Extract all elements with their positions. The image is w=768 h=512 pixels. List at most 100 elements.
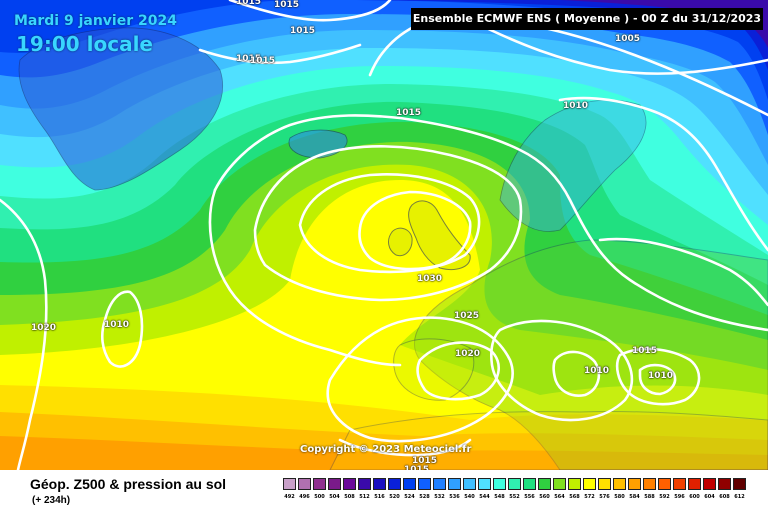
legend-swatch	[508, 478, 521, 490]
legend-value: 584	[629, 494, 640, 500]
legend-swatch	[658, 478, 671, 490]
legend-swatch	[493, 478, 506, 490]
isobar-line	[228, 0, 392, 22]
isobar-line	[638, 363, 677, 396]
isobar-label: 1015	[632, 346, 658, 356]
forecast-time: 19:00 locale	[16, 32, 153, 56]
isobar-label: 1005	[615, 34, 641, 44]
isobar-label: 1015	[396, 108, 422, 118]
isobar-line	[213, 114, 768, 332]
isobar-line	[489, 319, 634, 422]
legend-value: 592	[659, 494, 670, 500]
isobar-label: 1015	[250, 56, 276, 66]
legend-swatch	[343, 478, 356, 490]
isobar-line	[253, 145, 523, 302]
legend-swatch	[373, 478, 386, 490]
legend-value: 560	[539, 494, 550, 500]
color-scale-legend: 492 496 500 504 508 512 516 520 524 528 532 536 540 5…	[283, 478, 751, 506]
legend-swatch	[583, 478, 596, 490]
legend-value: 540	[464, 494, 475, 500]
isobar-line	[338, 438, 472, 457]
legend-swatch	[433, 478, 446, 490]
legend-swatch	[418, 478, 431, 490]
legend-swatch	[613, 478, 626, 490]
isobar-line	[552, 350, 601, 397]
legend-swatch	[358, 478, 371, 490]
africa-landmass	[329, 411, 768, 470]
isobar-line	[358, 190, 472, 271]
legend-value: 608	[719, 494, 730, 500]
isobar-line	[468, 18, 768, 75]
legend-value: 588	[644, 494, 655, 500]
legend-value: 580	[614, 494, 625, 500]
isobar-line	[558, 96, 768, 252]
isobar-label: 1030	[417, 274, 443, 284]
legend-swatch	[718, 478, 731, 490]
legend-value: 576	[599, 494, 610, 500]
legend-value: 528	[419, 494, 430, 500]
legend-swatch	[463, 478, 476, 490]
legend-value: 508	[344, 494, 355, 500]
isobar-label: 1010	[584, 366, 610, 376]
isobar-label: 1015	[412, 456, 438, 466]
isobar-label: 1020	[31, 323, 57, 333]
legend-value: 564	[554, 494, 565, 500]
isobar-line	[615, 347, 701, 406]
legend-value: 536	[449, 494, 460, 500]
footer-title: Géop. Z500 & pression au sol	[30, 476, 227, 492]
legend-value: 496	[299, 494, 310, 500]
legend-swatch	[313, 478, 326, 490]
legend-swatch	[733, 478, 746, 490]
legend-value: 516	[374, 494, 385, 500]
isobar-line	[598, 237, 768, 307]
legend-swatch	[538, 478, 551, 490]
legend-swatch	[403, 478, 416, 490]
legend-value: 524	[404, 494, 415, 500]
isobar-line	[298, 173, 481, 274]
legend-value: 556	[524, 494, 535, 500]
isobar-label: 1015	[290, 26, 316, 36]
isobar-label: 1010	[648, 371, 674, 381]
isobar-label: 1020	[455, 349, 481, 359]
isobar-line	[416, 341, 500, 401]
legend-swatch	[568, 478, 581, 490]
isobar-label: 1010	[563, 101, 589, 111]
legend-value: 572	[584, 494, 595, 500]
legend-swatch	[643, 478, 656, 490]
legend-value: 600	[689, 494, 700, 500]
scandinavia-landmass	[499, 99, 647, 232]
legend-value: 604	[704, 494, 715, 500]
isobar-label: 1015	[236, 54, 262, 64]
ireland-landmass	[388, 227, 413, 257]
legend-swatch	[628, 478, 641, 490]
copyright-notice: Copyright © 2023 Meteociel.fr	[300, 444, 472, 455]
isobar-line	[100, 290, 144, 368]
legend-swatch	[478, 478, 491, 490]
isobar-line	[0, 198, 48, 470]
geopotential-band	[0, 0, 120, 22]
isobar-label: 1025	[454, 311, 480, 321]
legend-value: 520	[389, 494, 400, 500]
legend-value: 568	[569, 494, 580, 500]
model-run-banner: Ensemble ECMWF ENS ( Moyenne ) - 00 Z du…	[411, 8, 763, 30]
britain-landmass	[408, 200, 471, 270]
isobar-label: 1010	[104, 320, 130, 330]
legend-value: 596	[674, 494, 685, 500]
isobar-label: 1015	[236, 0, 262, 7]
legend-swatch	[598, 478, 611, 490]
legend-swatch	[688, 478, 701, 490]
isobar-line	[208, 188, 402, 367]
legend-value: 532	[434, 494, 445, 500]
legend-value: 504	[329, 494, 340, 500]
legend-swatch	[523, 478, 536, 490]
legend-swatch	[388, 478, 401, 490]
footer-bar: Géop. Z500 & pression au sol (+ 234h) 49…	[0, 470, 768, 512]
legend-swatch	[283, 478, 296, 490]
legend-value: 512	[359, 494, 370, 500]
geopotential-band	[0, 0, 768, 165]
legend-value: 548	[494, 494, 505, 500]
forecast-date: Mardi 9 janvier 2024	[14, 13, 177, 29]
legend-swatch	[703, 478, 716, 490]
europe-landmass	[414, 239, 768, 470]
